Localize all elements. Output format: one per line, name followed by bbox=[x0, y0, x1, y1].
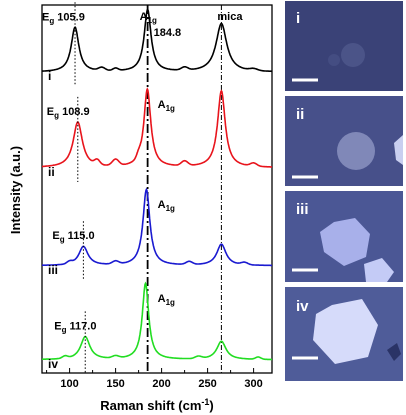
spectrum-ii bbox=[42, 87, 272, 168]
reference-lines bbox=[146, 5, 222, 373]
hexagonal-flake bbox=[313, 299, 378, 364]
flake bbox=[394, 135, 403, 165]
series-label-iii: iii bbox=[48, 263, 58, 277]
image-panel-label: ii bbox=[296, 106, 304, 123]
y-axis-title: Intensity (a.u.) bbox=[8, 146, 23, 234]
plot-frame bbox=[41, 4, 273, 374]
image-panel-iv: iv bbox=[285, 287, 403, 381]
x-axis-ticks: 100 150 200 250 300 bbox=[46, 368, 263, 390]
a1g-value-i: 184.8 bbox=[154, 27, 182, 39]
flake bbox=[328, 54, 340, 66]
raman-chart: i Eg 105.9 A1g 184.8 mica ii Eg 108.9 A1g iii Eg … bbox=[8, 2, 273, 413]
series-label-ii: ii bbox=[48, 165, 55, 179]
eg-guide-lines bbox=[74, 2, 86, 374]
x-tick-label: 200 bbox=[152, 378, 170, 390]
image-panel-label: iv bbox=[296, 298, 309, 315]
hexagonal-flake bbox=[364, 258, 394, 282]
image-panel-iii: iii bbox=[285, 191, 403, 282]
hexagonal-flake bbox=[320, 218, 370, 266]
a1g-label-iv: A1g bbox=[158, 293, 175, 307]
spectrum-iv bbox=[42, 281, 272, 361]
spectrum-iii bbox=[42, 187, 272, 267]
x-tick-label: 300 bbox=[244, 378, 262, 390]
small-flake bbox=[387, 343, 401, 361]
x-axis-title: Raman shift (cm-1) bbox=[100, 397, 214, 413]
flake bbox=[341, 43, 365, 67]
a1g-label-i: A1g bbox=[140, 11, 157, 25]
x-tick-label: 100 bbox=[60, 378, 78, 390]
spectrum-i bbox=[42, 8, 272, 73]
eg-label-i: Eg 105.9 bbox=[42, 11, 85, 25]
x-tick-label: 150 bbox=[106, 378, 124, 390]
spectra-curves bbox=[42, 8, 272, 361]
flake bbox=[337, 132, 375, 170]
a1g-label-iii: A1g bbox=[158, 199, 175, 213]
eg-label-ii: Eg 108.9 bbox=[47, 106, 90, 120]
series-label-i: i bbox=[48, 69, 51, 83]
peak-labels: i Eg 105.9 A1g 184.8 mica ii Eg 108.9 A1g iii Eg … bbox=[42, 11, 243, 371]
optical-image-panels: i ii iii iv bbox=[285, 1, 403, 381]
eg-label-iv: Eg 117.0 bbox=[54, 320, 96, 334]
eg-label-iii: Eg 115.0 bbox=[52, 230, 94, 244]
image-panel-ii: ii bbox=[285, 96, 403, 186]
image-panel-label: i bbox=[296, 10, 300, 27]
image-panel-i: i bbox=[285, 1, 403, 91]
image-panel-label: iii bbox=[296, 201, 309, 218]
x-tick-label: 250 bbox=[198, 378, 216, 390]
a1g-label-ii: A1g bbox=[158, 99, 175, 113]
series-label-iv: iv bbox=[48, 357, 58, 371]
image-panel-bg bbox=[285, 1, 403, 91]
mica-label: mica bbox=[217, 11, 243, 23]
